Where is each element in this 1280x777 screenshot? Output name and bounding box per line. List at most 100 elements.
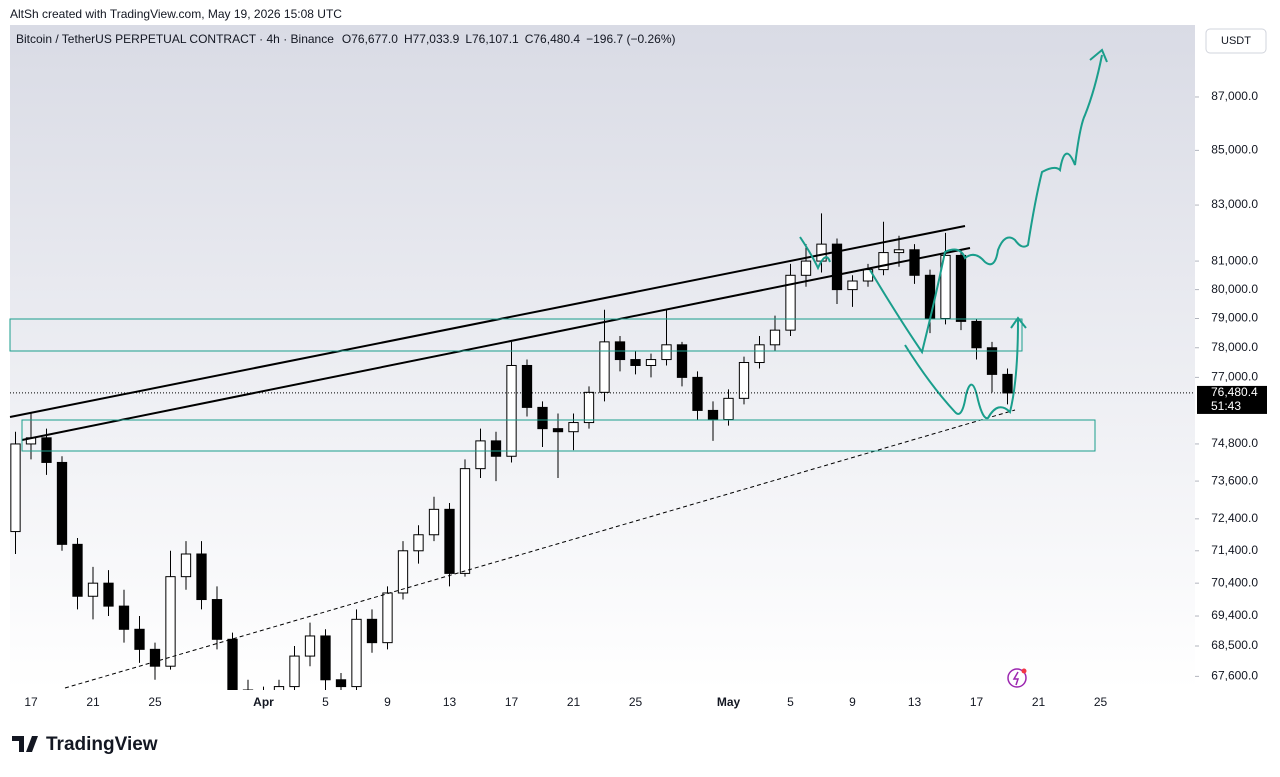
candle-body: [692, 376, 703, 411]
projection-path: [869, 54, 1103, 355]
candle-body: [10, 443, 21, 533]
ohlc-readout: −196.7 (−0.26%): [586, 32, 675, 46]
x-tick-label: 21: [86, 695, 100, 709]
x-tick-label: 25: [148, 695, 162, 709]
candle-body: [645, 359, 657, 366]
candle-body: [211, 599, 223, 640]
candle-body: [475, 440, 486, 470]
candle-body: [382, 592, 393, 644]
candle-body: [335, 679, 347, 688]
candle-body: [289, 655, 300, 688]
ohlc-readout: H77,033.9: [404, 32, 460, 46]
currency-button[interactable]: [1205, 28, 1267, 54]
x-tick-label: 9: [849, 695, 856, 709]
candle-body: [878, 252, 889, 271]
drawings: [9, 48, 1108, 689]
symbol-header: Bitcoin / TetherUS PERPETUAL CONTRACT · …: [16, 32, 676, 46]
candle-body: [304, 635, 316, 657]
logo-text: TradingView: [46, 734, 158, 755]
candle-body: [506, 364, 517, 457]
x-tick-label: 25: [1094, 695, 1108, 709]
y-tick-label: 78,000.0: [1211, 340, 1258, 354]
candle-body: [103, 582, 114, 607]
candle-body: [87, 582, 99, 597]
y-tick-label: 71,400.0: [1211, 543, 1258, 557]
price-axis: 87,000.0 85,000.0 83,000.0 81,000.0 80,000.0…: [10, 89, 1267, 683]
candle-body: [72, 543, 83, 597]
candle-body: [118, 605, 130, 630]
candle-body: [242, 689, 254, 690]
candle-body: [1002, 373, 1013, 394]
candle-body: [397, 550, 409, 594]
candle-body: [180, 553, 192, 578]
candles: [10, 213, 1013, 690]
candle-body: [676, 344, 688, 378]
y-tick-label: 87,000.0: [1211, 89, 1258, 103]
candle-body: [537, 406, 548, 430]
candle-body: [165, 576, 176, 667]
candle-body: [568, 422, 579, 433]
x-tick-label: 13: [908, 695, 922, 709]
candle-body: [738, 362, 750, 399]
y-tick-label: 77,000.0: [1211, 370, 1258, 384]
candle-body: [940, 254, 951, 319]
currency-label: USDT: [1221, 35, 1251, 47]
y-tick-label: 73,600.0: [1211, 473, 1258, 487]
candle-body: [459, 468, 471, 574]
ohlc-readout: O76,677.0: [342, 32, 398, 46]
candle-body: [599, 341, 610, 393]
candle-body: [847, 280, 858, 291]
y-tick-label: 85,000.0: [1211, 143, 1258, 157]
attribution: AltSh created with TradingView.com, May …: [10, 7, 342, 21]
candle-body: [56, 461, 68, 545]
alert-icon[interactable]: [1007, 668, 1027, 688]
projection-path: [799, 236, 831, 271]
x-tick-label: 13: [443, 695, 457, 709]
projection-arrow: [1010, 316, 1027, 329]
candle-body: [196, 553, 207, 601]
y-tick-label: 79,000.0: [1211, 311, 1258, 325]
ohlc-readout: L76,107.1: [465, 32, 519, 46]
candle-body: [831, 243, 843, 291]
projection-path: [904, 319, 1019, 420]
candle-body: [552, 428, 564, 433]
resistance-zone: [9, 318, 1023, 352]
candle-body: [149, 648, 161, 667]
x-tick-label: 5: [787, 695, 794, 709]
candle-body: [273, 686, 285, 690]
y-tick-label: 70,400.0: [1211, 575, 1258, 589]
symbol-title: Bitcoin / TetherUS PERPETUAL CONTRACT · …: [16, 32, 334, 46]
x-tick-label: May: [717, 695, 741, 709]
candle-body: [661, 344, 672, 361]
candle-body: [986, 347, 998, 375]
support-zone: [21, 419, 1096, 452]
candle-body: [893, 249, 905, 254]
trend-line: [21, 247, 971, 441]
x-tick-label: 17: [505, 695, 519, 709]
candle-body: [41, 437, 52, 463]
candle-body: [428, 508, 440, 536]
candle-body: [754, 344, 765, 364]
x-tick-label: 25: [629, 695, 643, 709]
x-tick-label: 5: [322, 695, 329, 709]
alert-icon-ring: [1007, 668, 1027, 688]
candle-body: [909, 249, 920, 276]
alert-icon-bolt: [1012, 671, 1020, 686]
candle-body: [444, 508, 455, 574]
candle-body: [785, 274, 796, 331]
candle-body: [351, 618, 362, 688]
y-tick-label: 69,400.0: [1211, 608, 1258, 622]
y-tick-label: 80,000.0: [1211, 282, 1258, 296]
x-tick-label: Apr: [253, 695, 274, 709]
x-tick-label: 9: [384, 695, 391, 709]
last-price-label: 76,480.4: [1211, 385, 1258, 399]
candle-body: [413, 534, 424, 552]
y-tick-label: 74,800.0: [1211, 436, 1258, 450]
candle-body: [971, 320, 982, 349]
trend-line: [9, 225, 966, 418]
candle-body: [630, 359, 641, 366]
x-tick-label: 17: [24, 695, 38, 709]
candle-body: [320, 635, 331, 681]
